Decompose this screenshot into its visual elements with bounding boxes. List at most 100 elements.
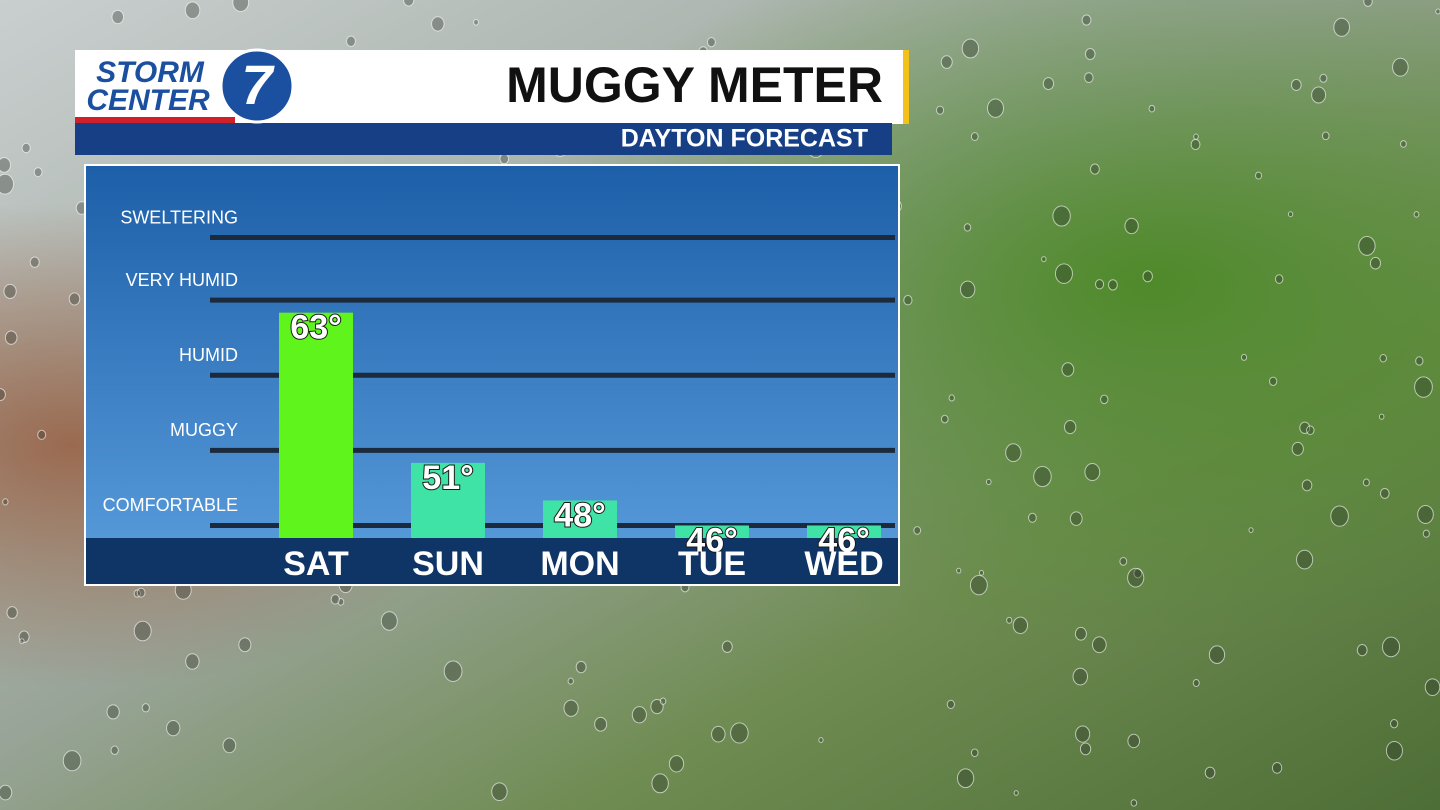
raindrop [1291,441,1304,456]
raindrop [238,637,252,653]
raindrop [948,394,955,402]
bar [279,312,353,538]
raindrop [1274,274,1284,284]
raindrop [594,716,608,732]
raindrop [1379,487,1390,499]
raindrop [0,173,15,195]
raindrop [1385,741,1403,761]
raindrop [1061,362,1075,377]
raindrop [970,132,979,141]
raindrop [1081,14,1092,26]
category-band [86,538,898,584]
logo-circle [219,48,295,124]
raindrop [913,526,922,535]
raindrop [668,755,685,773]
raindrop [1321,131,1330,141]
raindrop [1240,353,1248,361]
raindrop [940,55,953,69]
raindrop [1107,279,1118,291]
raindrop [1290,78,1302,91]
y-tick-label: HUMID [179,345,238,365]
x-tick-label: WED [804,545,883,583]
raindrop [0,784,13,801]
raindrop [1084,72,1094,83]
raindrop [631,706,647,724]
raindrop [380,611,398,631]
raindrop [1208,645,1226,664]
raindrop [1069,511,1083,526]
subheader-bar [75,123,892,155]
raindrop [1013,790,1019,796]
raindrop [1424,678,1440,697]
raindrop [1378,413,1385,420]
raindrop [940,414,949,424]
raindrop [1084,48,1096,61]
raindrop [443,660,463,682]
raindrop [1413,211,1420,218]
raindrop [1311,86,1327,104]
raindrop [1414,376,1433,398]
raindrop [1287,211,1294,218]
raindrop [956,567,962,574]
y-tick-label: VERY HUMID [126,270,238,290]
bar [807,525,881,538]
raindrop [222,737,237,754]
raindrop [1084,463,1101,482]
value-label: 46° [686,521,737,559]
logo-line2: CENTER [86,84,210,117]
raindrop [1119,556,1128,566]
raindrop [706,37,716,48]
raindrop [961,38,980,59]
chart-title: MUGGY METER [506,57,883,113]
raindrop [1130,799,1138,807]
raindrop [1052,205,1071,227]
raindrop [1148,104,1156,113]
raindrop [946,699,955,710]
raindrop [1063,420,1077,435]
raindrop [2,498,9,506]
header-box [75,50,905,124]
raindrop [963,223,972,232]
raindrop [37,429,47,440]
raindrop [1091,636,1107,654]
raindrop [1028,512,1037,523]
logo-stripe [75,117,235,123]
raindrop [232,0,250,12]
raindrop [1100,394,1109,405]
raindrop [1381,636,1401,658]
raindrop [1089,163,1100,175]
raindrop [651,773,669,794]
raindrop [721,640,733,653]
raindrop [491,782,508,802]
raindrop [1379,353,1387,363]
raindrop [956,768,975,789]
raindrop [184,1,201,20]
raindrop [110,745,119,755]
raindrop [1255,171,1263,180]
raindrop [650,699,664,715]
bar [543,500,617,538]
raindrop [1299,421,1311,434]
raindrop [1268,376,1278,386]
raindrop [4,330,18,345]
raindrop [21,142,31,154]
x-tick-label: MON [540,545,619,583]
value-label: 63° [290,309,341,347]
raindrop [1127,733,1141,749]
raindrop [33,167,43,178]
raindrop [1435,8,1440,15]
raindrop [1074,626,1087,641]
raindrop [985,478,992,486]
raindrop [403,0,415,7]
raindrop [473,18,479,26]
raindrop [978,569,985,576]
raindrop [563,699,579,717]
raindrop [1204,766,1216,779]
raindrop [1301,479,1313,492]
raindrop [659,697,667,705]
raindrop [1319,73,1328,83]
raindrop [1193,133,1199,140]
logo-number: 7 [241,53,275,116]
raindrop [1095,279,1105,290]
raindrop [345,35,356,47]
